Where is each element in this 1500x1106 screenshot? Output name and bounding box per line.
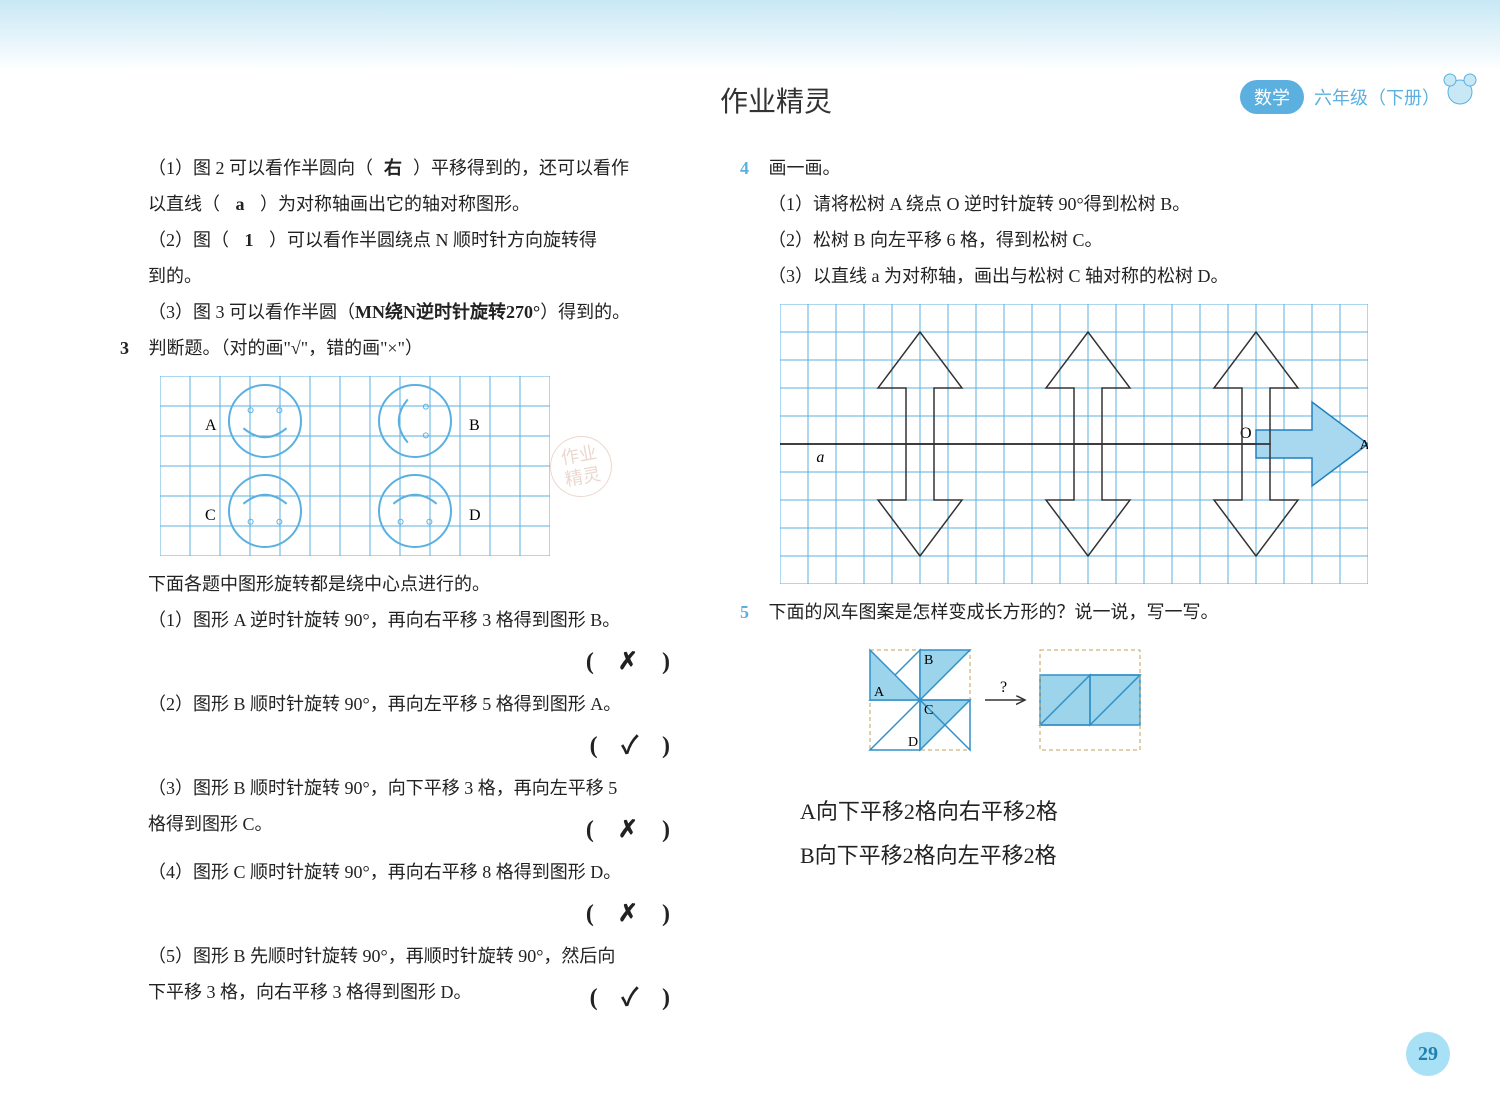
q3-2-text: （2）图形 B 顺时针旋转 90°，再向左平移 5 格得到图形 A。	[148, 694, 621, 714]
left-column: （1）图 2 可以看作半圆向（右）平移得到的，还可以看作 以直线（a）为对称轴画…	[120, 150, 680, 1022]
q2-3-text-b: ）得到的。	[540, 302, 630, 322]
q3-4-ans: ✗	[618, 901, 638, 927]
q3-title: 判断题。（对的画"√"，错的画"×"）	[149, 338, 423, 358]
q3-2-ans: ✓	[622, 733, 638, 759]
header-right: 数学 六年级（下册）	[1240, 80, 1440, 114]
q5-header: 5 下面的风车图案是怎样变成长方形的？说一说，写一写。	[740, 594, 1380, 630]
q2-3: （3）图 3 可以看作半圆（MN绕N逆时针旋转270°）得到的。	[120, 294, 680, 330]
q4-num: 4	[740, 150, 764, 186]
svg-text:C: C	[924, 703, 933, 718]
q3-3-text-b: 格得到图形 C。	[148, 814, 273, 834]
q3-4: （4）图形 C 顺时针旋转 90°，再向右平移 8 格得到图形 D。	[120, 854, 680, 890]
q2-1-text-c: 以直线（	[148, 194, 220, 214]
q2-2: （2）图（1）可以看作半圆绕点 N 顺时针方向旋转得	[120, 222, 680, 258]
tree-figure: aOA	[780, 304, 1380, 584]
q3-1-ans: ✗	[618, 649, 638, 675]
q2-3-answer: MN绕N逆时针旋转270°	[355, 302, 540, 322]
svg-text:B: B	[469, 417, 480, 434]
subject-badge: 数学	[1240, 80, 1304, 114]
faces-grid-svg: A B C D	[160, 376, 550, 556]
q3-4-text: （4）图形 C 顺时针旋转 90°，再向右平移 8 格得到图形 D。	[148, 862, 621, 882]
q2-1-answer: 右	[373, 150, 413, 186]
content: （1）图 2 可以看作半圆向（右）平移得到的，还可以看作 以直线（a）为对称轴画…	[120, 150, 1440, 1022]
q3-1: （1）图形 A 逆时针旋转 90°，再向右平移 3 格得到图形 B。	[120, 602, 680, 638]
q4-1: （1）请将松树 A 绕点 O 逆时针旋转 90°得到松树 B。	[740, 186, 1380, 222]
q2-3-text-a: （3）图 3 可以看作半圆（	[148, 302, 355, 322]
q3-5-ans: ✓	[622, 985, 638, 1011]
faces-figure: A B C D 作业精灵	[160, 376, 680, 556]
svg-text:?: ?	[1000, 679, 1007, 696]
stamp: 作业精灵	[545, 431, 617, 502]
q3-5: （5）图形 B 先顺时针旋转 90°，再顺时针旋转 90°，然后向	[120, 938, 680, 974]
q2-2-text-c: 到的。	[148, 266, 202, 286]
q3-num: 3	[120, 330, 144, 366]
q4-title: 画一画。	[769, 158, 841, 178]
q2-1-answer2: a	[220, 186, 260, 222]
svg-text:A: A	[1360, 438, 1368, 453]
mascot-icon	[1440, 70, 1480, 110]
q3-5-text: （5）图形 B 先顺时针旋转 90°，再顺时针旋转 90°，然后向	[148, 946, 615, 966]
q2-2-line2: 到的。	[120, 258, 680, 294]
q3-3-ans: ✗	[618, 817, 638, 843]
svg-text:B: B	[924, 653, 933, 668]
right-column: 4 画一画。 （1）请将松树 A 绕点 O 逆时针旋转 90°得到松树 B。 （…	[740, 150, 1380, 1022]
q3-1-text: （1）图形 A 逆时针旋转 90°，再向右平移 3 格得到图形 B。	[148, 610, 620, 630]
svg-text:a: a	[816, 449, 824, 466]
q2-1-text-b: ）平移得到的，还可以看作	[413, 158, 629, 178]
q3-note: 下面各题中图形旋转都是绕中心点进行的。	[120, 566, 680, 602]
q3-3-text: （3）图形 B 顺时针旋转 90°，向下平移 3 格，再向左平移 5	[148, 778, 617, 798]
grade-text: 六年级（下册）	[1314, 84, 1440, 110]
q4-2: （2）松树 B 向左平移 6 格，得到松树 C。	[740, 222, 1380, 258]
hw-answer-1: A向下平移2格向右平移2格	[800, 790, 1380, 834]
page-number: 29	[1406, 1032, 1450, 1076]
header-band	[0, 0, 1500, 70]
q2-2-text-a: （2）图（	[148, 230, 229, 250]
svg-text:A: A	[874, 685, 885, 700]
q3-2: （2）图形 B 顺时针旋转 90°，再向左平移 5 格得到图形 A。	[120, 686, 680, 722]
svg-text:D: D	[469, 507, 481, 524]
windmill-figure: A B C D?	[860, 640, 1380, 760]
q2-1-text-a: （1）图 2 可以看作半圆向（	[148, 158, 373, 178]
handwritten-answer: A向下平移2格向右平移2格 B向下平移2格向左平移2格	[800, 790, 1380, 878]
q3-5-text-b: 下平移 3 格，向右平移 3 格得到图形 D。	[148, 982, 472, 1002]
q2-2-text-b: ）可以看作半圆绕点 N 顺时针方向旋转得	[269, 230, 597, 250]
svg-text:A: A	[205, 417, 217, 434]
handwritten-title: 作业精灵	[720, 80, 832, 120]
tree-grid-svg: aOA	[780, 304, 1368, 584]
q3-3-line2: 格得到图形 C。 ( ✗ )	[120, 806, 680, 842]
q4-3: （3）以直线 a 为对称轴，画出与松树 C 轴对称的松树 D。	[740, 258, 1380, 294]
q2-1-text-d: ）为对称轴画出它的轴对称图形。	[260, 194, 530, 214]
svg-text:D: D	[908, 735, 918, 750]
q2-1-line2: 以直线（a）为对称轴画出它的轴对称图形。	[120, 186, 680, 222]
hw-answer-2: B向下平移2格向左平移2格	[800, 834, 1380, 878]
svg-text:C: C	[205, 507, 216, 524]
q5-num: 5	[740, 594, 764, 630]
q5-title: 下面的风车图案是怎样变成长方形的？说一说，写一写。	[769, 602, 1219, 622]
q2-1: （1）图 2 可以看作半圆向（右）平移得到的，还可以看作	[120, 150, 680, 186]
q3-5-line2: 下平移 3 格，向右平移 3 格得到图形 D。 ( ✓ )	[120, 974, 680, 1010]
q2-2-answer: 1	[229, 222, 269, 258]
q4-header: 4 画一画。	[740, 150, 1380, 186]
q3-header: 3 判断题。（对的画"√"，错的画"×"）	[120, 330, 680, 366]
windmill-svg: A B C D?	[860, 640, 1220, 760]
q3-3: （3）图形 B 顺时针旋转 90°，向下平移 3 格，再向左平移 5	[120, 770, 680, 806]
